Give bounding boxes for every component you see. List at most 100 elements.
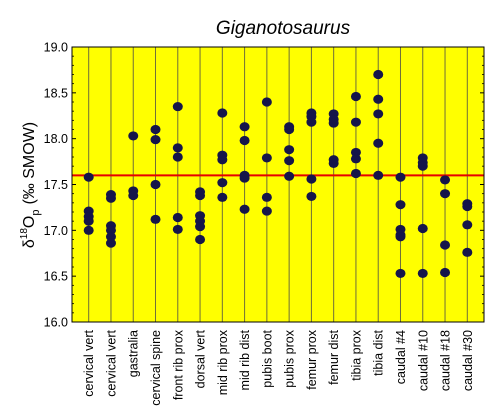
data-point <box>350 154 361 164</box>
y-axis-label-delta: δ <box>21 239 38 248</box>
data-point <box>172 143 183 153</box>
data-point <box>172 152 183 162</box>
data-point <box>373 94 384 104</box>
category-label: pubis prox <box>283 329 297 387</box>
data-point <box>217 108 228 118</box>
y-axis-label-superscript: 18 <box>19 228 30 240</box>
data-point <box>440 175 451 185</box>
data-point <box>440 267 451 278</box>
category-label: dorsal vert <box>194 329 208 388</box>
data-point <box>440 189 451 199</box>
category-label: caudal #10 <box>416 330 430 391</box>
data-point <box>217 155 228 165</box>
y-tick-label: 17.5 <box>44 178 68 192</box>
y-tick-label: 19.0 <box>44 41 68 55</box>
data-point <box>395 172 406 182</box>
data-point <box>195 190 206 201</box>
category-label: caudal #18 <box>439 330 453 391</box>
category-label: femur dist <box>327 329 341 384</box>
plot-area <box>72 47 484 322</box>
y-axis-label-subscript: p <box>30 210 42 216</box>
data-point <box>150 214 161 224</box>
data-point <box>284 156 295 166</box>
data-point <box>462 247 473 257</box>
data-point <box>217 178 228 188</box>
category-label: mid rib prox <box>216 329 230 395</box>
data-point <box>105 238 116 248</box>
category-label: gastralia <box>127 330 141 377</box>
data-point <box>350 91 361 102</box>
data-point <box>172 101 183 112</box>
data-point <box>306 191 317 202</box>
data-point <box>417 268 428 279</box>
data-point <box>172 224 183 235</box>
data-point <box>350 147 361 158</box>
data-point <box>217 192 228 202</box>
data-point <box>239 204 250 214</box>
data-point <box>440 240 451 250</box>
y-axis-label-base: O <box>21 216 38 228</box>
data-point <box>395 268 406 279</box>
data-point <box>239 173 250 183</box>
data-point <box>150 134 161 145</box>
data-point <box>284 145 295 155</box>
data-point <box>261 153 272 163</box>
data-point <box>261 192 272 202</box>
category-label: pubis boot <box>260 329 274 387</box>
data-point <box>395 200 406 210</box>
y-axis-label: δ18Op (‰ SMOW) <box>19 122 42 248</box>
data-point <box>105 225 116 235</box>
y-tick-label: 16.5 <box>44 270 68 284</box>
category-label: tibia dist <box>372 329 386 375</box>
category-label: front rib prox <box>171 329 185 400</box>
data-point <box>350 168 361 179</box>
data-point <box>306 174 317 184</box>
data-point <box>83 172 94 182</box>
category-label: tibia prox <box>349 329 363 380</box>
data-point <box>261 97 272 107</box>
data-point <box>462 220 473 230</box>
data-point <box>105 232 116 242</box>
data-point <box>195 222 206 232</box>
data-point <box>328 118 339 128</box>
data-point <box>373 170 384 180</box>
category-label: caudal #30 <box>461 330 475 391</box>
data-points <box>83 69 473 279</box>
data-point <box>128 131 139 141</box>
y-tick-label: 18.5 <box>44 86 68 100</box>
data-point <box>261 206 272 216</box>
data-point <box>328 158 339 169</box>
chart-title: Giganotosaurus <box>216 18 351 39</box>
data-point <box>350 117 361 127</box>
category-label: cervical vert <box>82 329 96 396</box>
data-point <box>373 109 384 119</box>
data-point <box>150 124 161 135</box>
category-label: caudal #4 <box>394 330 408 384</box>
data-point <box>417 161 428 171</box>
y-axis-label-unit: (‰ SMOW) <box>21 122 38 205</box>
category-label: cervical vert <box>104 329 118 396</box>
plot-frame <box>71 46 485 323</box>
category-label: mid rib dist <box>238 329 252 390</box>
data-point <box>83 225 94 235</box>
data-point <box>373 138 384 148</box>
y-tick-label: 16.0 <box>44 316 68 330</box>
data-point <box>417 223 428 234</box>
data-point <box>195 234 206 245</box>
data-point <box>128 190 139 201</box>
y-tick-label: 17.0 <box>44 224 68 238</box>
y-axis: 16.0 16.5 17.0 17.5 18.0 18.5 19.0 <box>44 41 484 330</box>
x-axis-category-labels: cervical vert cervical vert gastralia cervi… <box>82 329 475 405</box>
category-label: cervical spine <box>149 330 163 406</box>
category-label: femur prox <box>305 329 319 389</box>
data-point <box>284 171 295 181</box>
data-point <box>395 232 406 242</box>
data-point <box>239 122 250 132</box>
data-point <box>373 69 384 80</box>
data-point <box>239 135 250 146</box>
data-point <box>306 117 317 127</box>
data-point <box>83 216 94 226</box>
data-point <box>150 179 161 190</box>
data-point <box>462 201 473 212</box>
